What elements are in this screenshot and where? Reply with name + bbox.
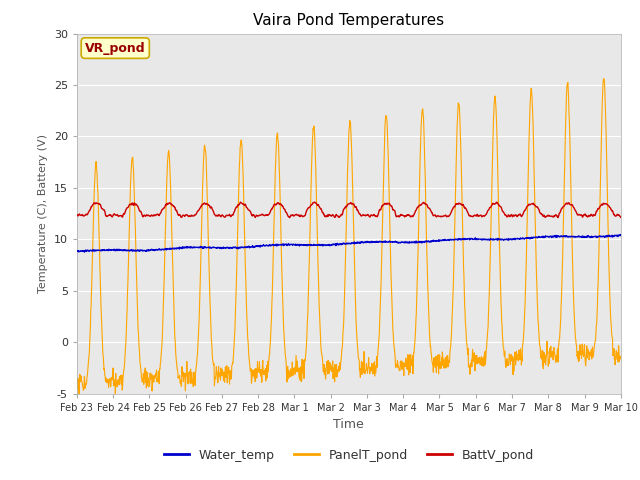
Legend: Water_temp, PanelT_pond, BattV_pond: Water_temp, PanelT_pond, BattV_pond xyxy=(159,444,539,467)
Y-axis label: Temperature (C), Battery (V): Temperature (C), Battery (V) xyxy=(38,134,48,293)
X-axis label: Time: Time xyxy=(333,418,364,431)
Text: VR_pond: VR_pond xyxy=(85,42,145,55)
Title: Vaira Pond Temperatures: Vaira Pond Temperatures xyxy=(253,13,444,28)
